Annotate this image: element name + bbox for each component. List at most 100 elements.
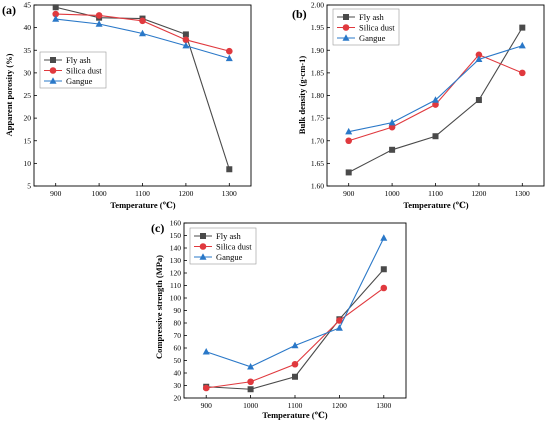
- x-tick-label: 900: [50, 189, 62, 198]
- y-tick-label: 100: [170, 294, 182, 303]
- data-point-fly-ash: [519, 24, 526, 31]
- y-tick-label: 90: [174, 306, 182, 315]
- y-tick-label: 1.75: [311, 114, 324, 123]
- y-axis-label: Bulk density (g·cm-1): [297, 56, 307, 135]
- legend-label-gangue: Gangue: [216, 252, 243, 262]
- data-point-silica-dust: [336, 317, 343, 324]
- y-axis-label: Apparent porosity (%): [4, 53, 14, 136]
- panel-label: (a): [2, 3, 16, 17]
- y-tick-label: 150: [170, 231, 182, 240]
- data-point-silica-dust: [139, 17, 146, 25]
- legend-marker-gangue: [199, 253, 207, 260]
- data-point-silica-dust: [52, 10, 59, 18]
- legend-label-silica-dust: Silica dust: [216, 242, 252, 252]
- data-point-fly-ash: [52, 4, 59, 11]
- y-tick-label: 20: [24, 114, 32, 123]
- y-tick-label: 1.70: [311, 136, 324, 145]
- data-point-gangue: [335, 324, 343, 331]
- data-point-gangue: [291, 341, 299, 349]
- x-tick-label: 900: [201, 401, 213, 410]
- y-tick-label: 40: [174, 369, 182, 378]
- y-tick-label: 120: [170, 269, 182, 278]
- panel-label: (b): [292, 7, 307, 21]
- data-point-gangue: [95, 20, 103, 27]
- data-point-gangue: [225, 54, 233, 62]
- data-point-silica-dust: [226, 47, 233, 55]
- data-point-fly-ash: [389, 146, 396, 153]
- data-point-gangue: [247, 362, 255, 370]
- x-tick-label: 1000: [243, 401, 258, 410]
- y-tick-label: 140: [170, 244, 182, 253]
- data-point-fly-ash: [475, 97, 482, 104]
- y-tick-label: 45: [24, 1, 32, 10]
- y-tick-label: 110: [170, 281, 181, 290]
- x-axis-label: Temperature (℃): [403, 200, 468, 210]
- y-axis-label: Compressive strength (MPa): [154, 255, 164, 359]
- data-point-gangue: [182, 41, 190, 49]
- x-axis-label: Temperature (℃): [110, 200, 175, 210]
- x-tick-label: 1000: [385, 189, 400, 198]
- panel-c: (c) Temperature (℃) Compressive strength…: [151, 219, 407, 420]
- data-point-silica-dust: [519, 69, 526, 77]
- panel-a: (a) Temperature (℃) Apparent porosity (%…: [2, 1, 252, 210]
- y-tick-label: 80: [174, 319, 182, 328]
- legend-label-fly-ash: Fly ash: [359, 12, 385, 22]
- series-line-gangue: [348, 45, 523, 133]
- legend-marker-fly-ash: [200, 233, 206, 239]
- x-tick-label: 1100: [288, 401, 303, 410]
- data-point-gangue: [380, 234, 388, 241]
- series-line-fly-ash: [206, 268, 385, 390]
- data-point-fly-ash: [226, 166, 233, 173]
- x-tick-label: 1200: [178, 189, 193, 198]
- y-tick-label: 1.60: [311, 182, 324, 191]
- data-point-gangue: [475, 55, 483, 62]
- x-tick-label: 900: [343, 189, 355, 198]
- y-tick-label: 160: [170, 219, 182, 228]
- legend-marker-silica-dust: [49, 67, 57, 74]
- legend-marker-silica-dust: [199, 243, 207, 250]
- y-tick-label: 130: [170, 256, 182, 265]
- data-point-silica-dust: [380, 284, 388, 292]
- legend-marker-fly-ash: [343, 14, 349, 20]
- y-tick-label: 35: [24, 46, 32, 55]
- x-tick-label: 1200: [332, 401, 347, 410]
- legend-label-silica-dust: Silica dust: [66, 66, 102, 76]
- y-tick-label: 30: [174, 381, 182, 390]
- data-point-fly-ash: [380, 266, 387, 273]
- data-point-silica-dust: [475, 51, 483, 59]
- data-point-gangue: [52, 15, 60, 22]
- legend-label-fly-ash: Fly ash: [66, 55, 92, 65]
- y-tick-label: 15: [24, 136, 32, 145]
- data-point-gangue: [345, 127, 353, 135]
- y-tick-label: 1.95: [311, 23, 324, 32]
- data-point-fly-ash: [247, 386, 254, 393]
- data-point-silica-dust: [202, 384, 210, 392]
- data-point-silica-dust: [345, 137, 353, 145]
- data-point-fly-ash: [182, 31, 189, 38]
- data-point-silica-dust: [182, 36, 190, 44]
- x-tick-label: 1300: [376, 401, 391, 410]
- data-point-fly-ash: [432, 133, 439, 140]
- data-point-gangue: [139, 29, 146, 37]
- x-tick-label: 1300: [222, 189, 237, 198]
- y-tick-label: 1.85: [311, 68, 324, 77]
- data-point-silica-dust: [95, 12, 103, 19]
- y-tick-label: 40: [24, 23, 32, 32]
- legend-label-silica-dust: Silica dust: [359, 23, 395, 33]
- y-tick-label: 1.65: [311, 159, 324, 168]
- series-line-silica-dust: [206, 287, 385, 389]
- legend-marker-gangue: [49, 77, 57, 84]
- panel-label: (c): [151, 221, 164, 235]
- data-point-gangue: [202, 347, 210, 355]
- y-tick-label: 30: [24, 68, 32, 77]
- y-tick-label: 1.90: [311, 46, 324, 55]
- y-tick-label: 60: [174, 344, 182, 353]
- x-tick-label: 1300: [515, 189, 530, 198]
- x-axis-label: Temperature (℃): [262, 410, 327, 420]
- y-tick-label: 50: [174, 356, 182, 365]
- legend-label-gangue: Gangue: [359, 33, 386, 43]
